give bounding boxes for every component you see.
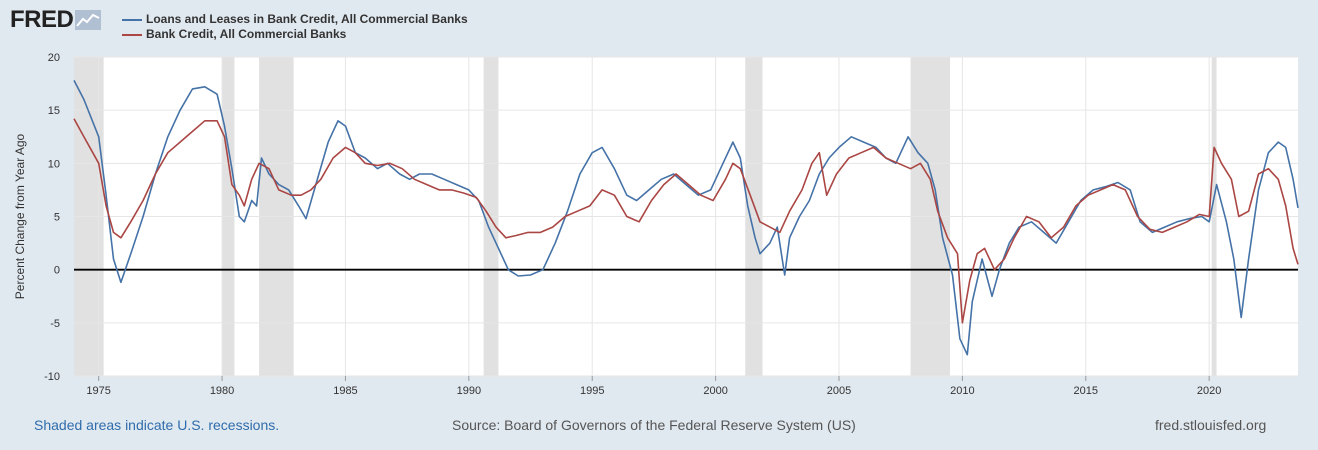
x-tick-label: 2015	[1074, 385, 1098, 397]
y-tick-label: 0	[54, 265, 60, 277]
legend-swatch-bank-credit	[122, 33, 142, 36]
source-note: Source: Board of Governors of the Federa…	[452, 417, 856, 433]
y-tick-label: 20	[48, 52, 60, 64]
chart-legend: Loans and Leases in Bank Credit, All Com…	[122, 12, 468, 42]
x-tick-label: 2020	[1197, 385, 1221, 397]
x-tick-label: 1985	[333, 385, 357, 397]
fred-wordmark: FRED	[10, 6, 74, 33]
x-tick-label: 2010	[950, 385, 974, 397]
chart-spark-icon	[75, 10, 102, 30]
legend-label-bank-credit: Bank Credit, All Commercial Banks	[146, 27, 347, 41]
y-tick-label: 5	[54, 212, 60, 224]
legend-label-loans: Loans and Leases in Bank Credit, All Com…	[146, 12, 468, 26]
legend-item-bank-credit[interactable]: Bank Credit, All Commercial Banks	[122, 27, 468, 42]
site-link[interactable]: fred.stlouisfed.org	[1155, 417, 1267, 433]
legend-item-loans[interactable]: Loans and Leases in Bank Credit, All Com…	[122, 12, 468, 27]
fred-logo[interactable]: FRED	[10, 6, 102, 34]
y-axis-title: Percent Change from Year Ago	[13, 133, 27, 299]
x-tick-label: 1995	[580, 385, 604, 397]
series-line-bank-credit	[73, 118, 1299, 324]
x-tick-label: 2000	[703, 385, 727, 397]
legend-swatch-loans	[122, 18, 142, 21]
y-tick-label: -5	[50, 318, 60, 330]
x-tick-label: 1980	[210, 385, 234, 397]
y-tick-label: -10	[44, 371, 60, 383]
x-tick-label: 2005	[827, 385, 851, 397]
y-tick-label: 15	[48, 105, 60, 117]
recession-note-link[interactable]: Shaded areas indicate U.S. recessions.	[34, 417, 280, 433]
y-tick-label: 10	[48, 158, 60, 170]
x-tick-label: 1975	[86, 385, 110, 397]
x-tick-label: 1990	[457, 385, 481, 397]
